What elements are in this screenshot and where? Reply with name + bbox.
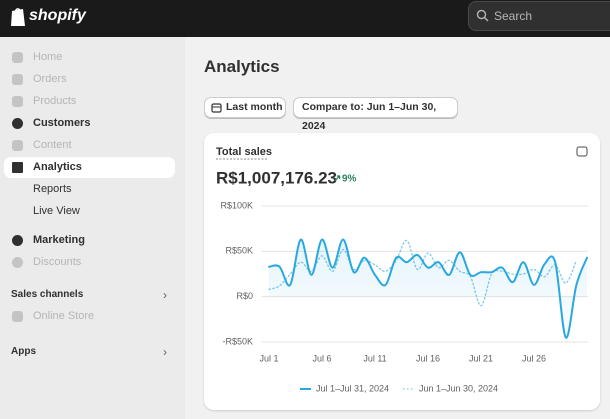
x-tick-label: Jul 16 [416, 353, 440, 363]
x-tick-label: Jul 11 [363, 353, 386, 363]
chevron[interactable]: › [163, 345, 167, 359]
explore-icon[interactable] [576, 146, 588, 157]
calendar-icon [211, 103, 222, 113]
icon [12, 74, 23, 85]
y-tick-label: R$0 [236, 291, 253, 301]
icon [12, 96, 23, 107]
nav-item[interactable]: Home [33, 51, 63, 63]
nav-item[interactable]: Products [33, 95, 77, 107]
nav-item[interactable]: Content [33, 139, 72, 151]
x-tick-label: Jul 1 [259, 353, 278, 363]
icon [12, 257, 23, 268]
nav-subitem[interactable]: Reports [33, 183, 72, 195]
search-box[interactable]: Search [468, 1, 610, 31]
logo-icon [11, 8, 25, 26]
card-title: Total sales [216, 146, 272, 158]
icon [12, 311, 23, 322]
nav-item[interactable]: Online Store [33, 310, 95, 322]
page-title: Analytics [204, 57, 280, 76]
nav-item[interactable]: Analytics [33, 161, 82, 173]
section-heading: Sales channels [11, 289, 84, 300]
nav-item[interactable]: Discounts [33, 256, 82, 268]
button-label: Last month [226, 101, 283, 113]
y-tick-label: R$50K [225, 246, 253, 256]
icon [12, 118, 23, 129]
sidebar-bg [0, 37, 185, 419]
icon [12, 140, 23, 151]
nav-item[interactable]: Customers [33, 117, 91, 129]
total-value: R$1,007,176.23 [216, 168, 337, 187]
chevron[interactable]: › [163, 288, 167, 302]
area [269, 239, 587, 338]
search-placeholder: Search [494, 9, 533, 23]
legend-label: Jul 1–Jul 31, 2024 [316, 383, 389, 393]
icon [12, 162, 23, 173]
x-tick-label: Jul 6 [312, 353, 331, 363]
icon [12, 235, 23, 246]
y-tick-label: R$100K [220, 200, 253, 210]
nav-item[interactable]: Orders [33, 73, 67, 85]
logo: shopify [29, 7, 86, 24]
nav-subitem[interactable]: Live View [33, 205, 80, 217]
x-tick-label: Jul 21 [469, 353, 493, 363]
y-tick-label: -R$50K [222, 336, 253, 346]
top-bar: shopify Search [0, 0, 610, 37]
legend-label: Jun 1–Jun 30, 2024 [419, 383, 498, 393]
button-label: Compare to: Jun 1–Jun 30, 2024 [302, 101, 437, 132]
x-tick-label: Jul 26 [522, 353, 546, 363]
compare-button[interactable]: Compare to: Jun 1–Jun 30, 2024 [293, 97, 458, 132]
selected-item [4, 157, 175, 178]
date-button[interactable]: Last month [204, 97, 286, 118]
nav-item[interactable]: Marketing [33, 234, 85, 246]
change-arrow: ↗ [333, 174, 341, 185]
icon [12, 52, 23, 63]
search-icon [476, 9, 489, 22]
series-line [268, 238, 588, 339]
change-value: 9% [342, 174, 357, 185]
section-heading: Apps [11, 346, 36, 357]
